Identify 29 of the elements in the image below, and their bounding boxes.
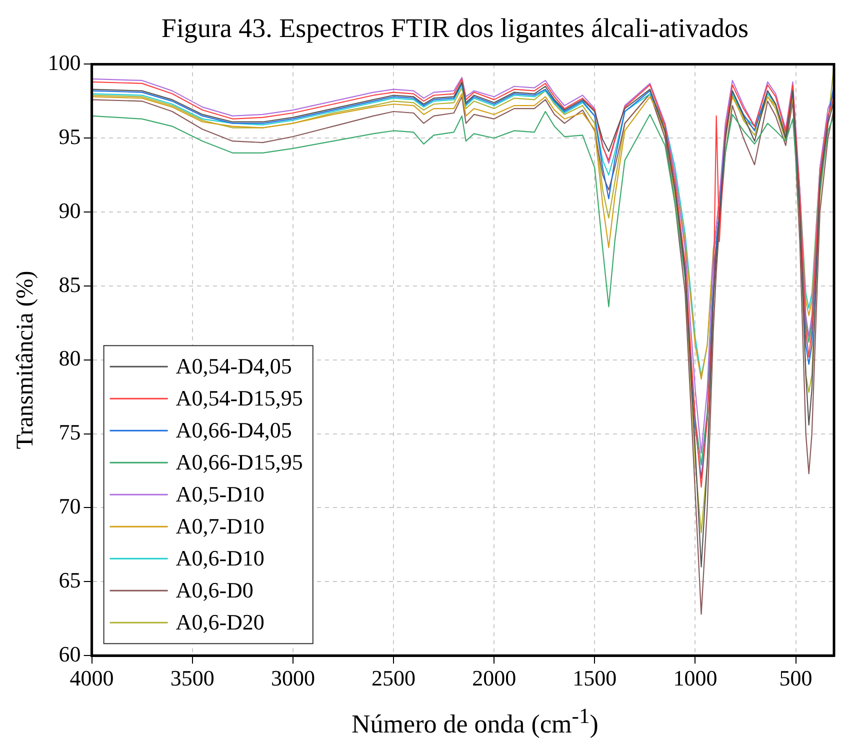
x-tick-label: 4000 <box>70 666 114 691</box>
legend-label: A0,54-D4,05 <box>176 353 292 378</box>
legend-label: A0,6-D20 <box>176 609 264 634</box>
y-tick-label: 95 <box>58 124 81 149</box>
x-tick-label: 3500 <box>170 666 214 691</box>
y-tick-label: 70 <box>58 494 81 519</box>
legend-label: A0,66-D4,05 <box>176 417 292 442</box>
y-tick-label: 75 <box>58 420 81 445</box>
x-tick-label: 500 <box>779 666 812 691</box>
y-tick-label: 85 <box>58 272 81 297</box>
x-tick-label: 2000 <box>472 666 516 691</box>
legend-label: A0,66-D15,95 <box>176 449 303 474</box>
y-axis-title: Transmitância (%) <box>12 270 39 450</box>
legend-label: A0,7-D10 <box>176 513 264 538</box>
y-tick-label: 80 <box>58 346 81 371</box>
chart-title: Figura 43. Espectros FTIR dos ligantes álcali-ativados <box>160 12 750 45</box>
y-tick-label: 65 <box>58 567 81 592</box>
y-tick-label: 60 <box>58 641 81 666</box>
x-tick-label: 3000 <box>270 666 315 691</box>
x-tick-label: 1000 <box>673 666 718 691</box>
legend-label: A0,5-D10 <box>176 481 264 506</box>
legend-label: A0,54-D15,95 <box>176 385 303 410</box>
legend-label: A0,6-D10 <box>176 545 264 570</box>
legend-label: A0,6-D0 <box>176 577 254 602</box>
x-tick-label: 2500 <box>372 666 416 691</box>
x-axis-title: Número de onda (cm$^{-1}$) <box>350 703 600 741</box>
y-tick-label: 90 <box>58 198 81 223</box>
y-tick-label: 100 <box>48 50 81 75</box>
x-tick-label: 1500 <box>572 666 617 691</box>
